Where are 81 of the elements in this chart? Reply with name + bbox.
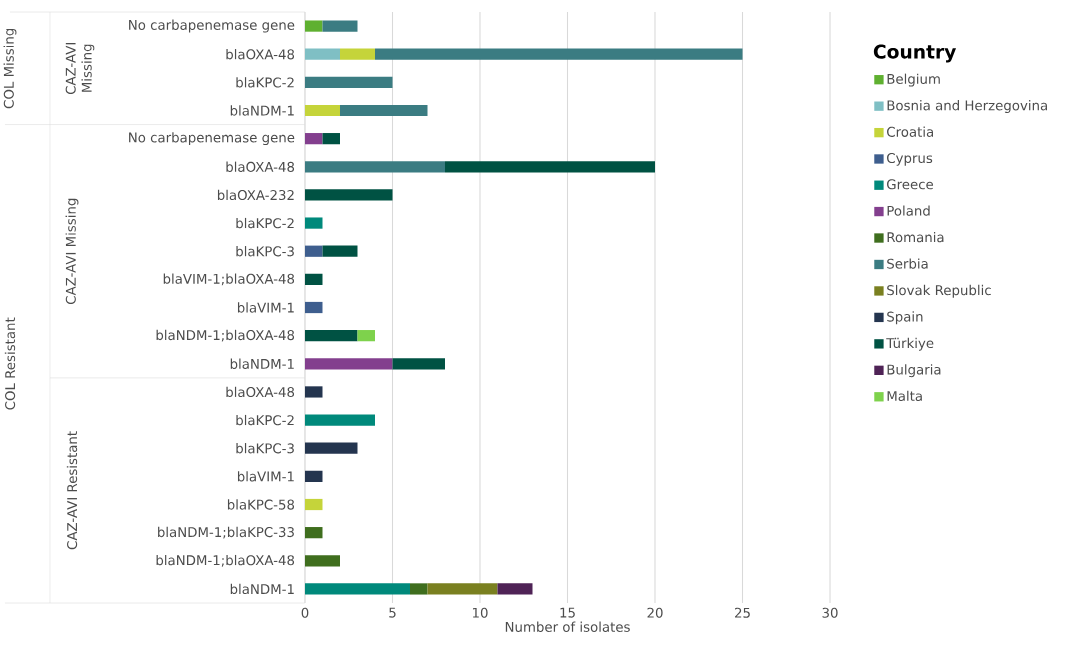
bar: [497, 583, 533, 595]
y-tick-label: blaNDM-1: [230, 358, 294, 369]
bar: [305, 20, 323, 32]
y-tick-label: blaKPC-3: [236, 443, 294, 454]
legend-label: Greece: [887, 179, 934, 190]
legend-label: Serbia: [887, 258, 928, 269]
y-tick-label: blaNDM-1;blaKPC-33: [158, 526, 294, 539]
y-tick-label: blaKPC-58: [227, 499, 295, 510]
bar: [305, 555, 340, 567]
bar: [322, 245, 358, 257]
bar: [305, 48, 340, 60]
y-tick-label: blaKPC-2: [236, 414, 294, 426]
y-tick-label: blaVIM-1: [237, 471, 294, 482]
bar: [305, 217, 323, 229]
x-tick-label: 20: [647, 607, 663, 618]
bar: [305, 442, 358, 454]
bar: [322, 133, 340, 145]
y-tick-label: blaOXA-48: [226, 49, 295, 60]
y-tick-label: No carbapenemase gene: [129, 19, 295, 33]
legend-label: Romania: [887, 231, 944, 243]
bar: [305, 104, 340, 117]
bar: [305, 470, 323, 482]
legend-label: Türkiye: [886, 337, 934, 351]
legend-title: Country: [873, 44, 957, 63]
y-tick-label: blaNDM-1: [230, 583, 294, 595]
x-tick-label: 0: [301, 607, 309, 618]
x-tick-label: 15: [560, 607, 575, 618]
bar: [392, 358, 445, 370]
bar: [305, 245, 323, 257]
y-tick-label: blaNDM-1;blaOXA-48: [156, 329, 295, 342]
bar: [305, 330, 358, 342]
text: CAZ-AVI Missing: [65, 198, 79, 305]
bar: [305, 386, 323, 398]
y-tick-label: No carbapenemase gene: [129, 132, 295, 146]
bar: [305, 161, 445, 173]
bar: [445, 161, 655, 173]
y-tick-label: blaNDM-1: [230, 105, 294, 116]
text: COL Missing: [3, 28, 17, 109]
text: COL Resistant: [4, 317, 16, 410]
y-tick-label: blaOXA-48: [226, 161, 295, 172]
bar: [305, 527, 323, 539]
bar: [305, 414, 375, 426]
bar: [305, 583, 410, 595]
bar: [340, 48, 375, 60]
bar: [357, 330, 375, 342]
bar: [305, 498, 323, 511]
text: CAZ-AVI Resistant: [66, 431, 78, 550]
y-tick-label: blaOXA-232: [217, 189, 294, 201]
legend-label: Belgium: [887, 73, 940, 87]
bar: [375, 48, 743, 60]
bar: [305, 358, 393, 370]
x-tick-label: 5: [389, 607, 396, 618]
legend-label: Malta: [887, 390, 922, 402]
legend-label: Spain: [887, 311, 923, 325]
bar: [410, 583, 428, 595]
bar: [305, 189, 393, 201]
bar: [305, 301, 323, 314]
y-tick-label: blaKPC-2: [236, 77, 294, 88]
x-axis-title: Number of isolates: [505, 621, 630, 632]
legend-label: Poland: [887, 205, 930, 216]
y-tick-label: blaKPC-2: [236, 217, 294, 229]
legend-label: Croatia: [887, 126, 933, 137]
bar: [305, 133, 323, 145]
bar: [305, 76, 393, 88]
x-tick-label: 30: [822, 607, 838, 618]
legend-label: Cyprus: [887, 153, 933, 166]
y-tick-label: blaOXA-48: [226, 386, 295, 398]
y-tick-label: blaKPC-3: [236, 246, 294, 257]
x-tick-label: 10: [472, 607, 488, 618]
bar: [340, 104, 428, 117]
x-tick-label: 25: [735, 607, 750, 618]
bar: [305, 273, 323, 285]
bar: [322, 20, 358, 32]
text: CAZ-AVI Missing: [65, 43, 95, 95]
y-tick-label: blaVIM-1;blaOXA-48: [163, 273, 295, 286]
bar: [427, 583, 498, 595]
y-tick-label: blaVIM-1: [237, 302, 294, 313]
legend-label: Bosnia and Herzegovina: [887, 100, 1047, 114]
y-tick-label: blaNDM-1;blaOXA-48: [156, 554, 295, 567]
legend-label: Bulgaria: [887, 364, 941, 378]
legend-label: Slovak Republic: [887, 284, 991, 298]
